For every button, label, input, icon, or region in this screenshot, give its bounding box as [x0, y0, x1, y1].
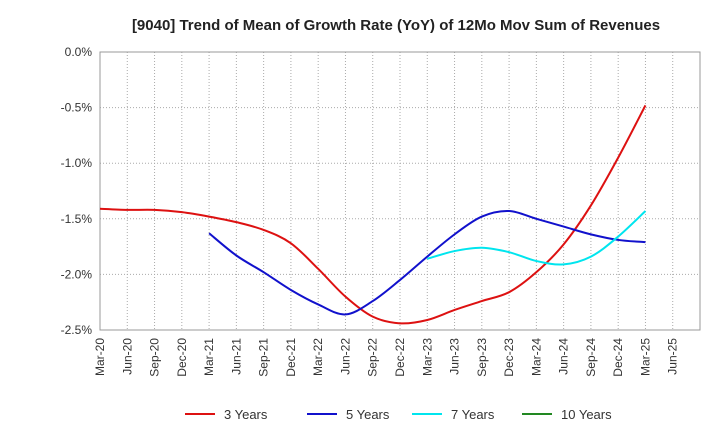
x-tick-label: Mar-20 — [93, 338, 107, 376]
x-tick-label: Sep-22 — [366, 338, 380, 377]
series-line-3-years — [99, 104, 647, 325]
y-tick-label: 0.0% — [65, 45, 93, 59]
y-axis: 0.0% -0.5% -1.0% -1.5% -2.0% -2.5% — [61, 45, 93, 337]
x-tick-label: Mar-23 — [420, 338, 434, 376]
series-lines — [99, 104, 647, 325]
x-tick-label: Jun-24 — [557, 338, 571, 375]
x-tick-label: Jun-22 — [338, 338, 352, 375]
legend-label-7-years: 7 Years — [451, 407, 495, 422]
x-tick-label: Dec-23 — [502, 338, 516, 377]
x-tick-label: Sep-23 — [475, 338, 489, 377]
x-tick-label: Jun-23 — [448, 338, 462, 375]
x-tick-label: Dec-24 — [611, 338, 625, 377]
plot-area — [99, 51, 701, 331]
y-tick-label: -1.5% — [61, 212, 93, 226]
legend-label-3-years: 3 Years — [224, 407, 268, 422]
legend-label-5-years: 5 Years — [346, 407, 390, 422]
x-tick-label: Sep-20 — [148, 338, 162, 377]
x-axis: Mar-20 Jun-20 Sep-20 Dec-20 Mar-21 Jun-21 Sep-… — [93, 338, 680, 377]
x-tick-label: Mar-22 — [311, 338, 325, 376]
series-line-5-years — [208, 209, 646, 316]
x-tick-label: Dec-22 — [393, 338, 407, 377]
y-tick-label: -0.5% — [61, 101, 93, 115]
x-tick-label: Jun-21 — [229, 338, 243, 375]
series-line-7-years — [426, 210, 647, 266]
grid — [100, 51, 700, 331]
x-tick-label: Jun-25 — [666, 338, 680, 375]
x-tick-label: Sep-21 — [257, 338, 271, 377]
legend-label-10-years: 10 Years — [561, 407, 612, 422]
x-tick-label: Mar-21 — [202, 338, 216, 376]
x-tick-label: Mar-25 — [638, 338, 652, 376]
y-tick-label: -2.0% — [61, 267, 93, 281]
x-tick-label: Mar-24 — [529, 338, 543, 376]
x-tick-label: Dec-21 — [284, 338, 298, 377]
x-tick-label: Dec-20 — [175, 338, 189, 377]
y-tick-label: -1.0% — [61, 156, 93, 170]
y-tick-label: -2.5% — [61, 323, 93, 337]
legend: 3 Years 5 Years 7 Years 10 Years — [185, 407, 612, 422]
x-tick-label: Jun-20 — [120, 338, 134, 375]
chart-title: [9040] Trend of Mean of Growth Rate (YoY… — [132, 17, 660, 34]
x-tick-label: Sep-24 — [584, 338, 598, 377]
